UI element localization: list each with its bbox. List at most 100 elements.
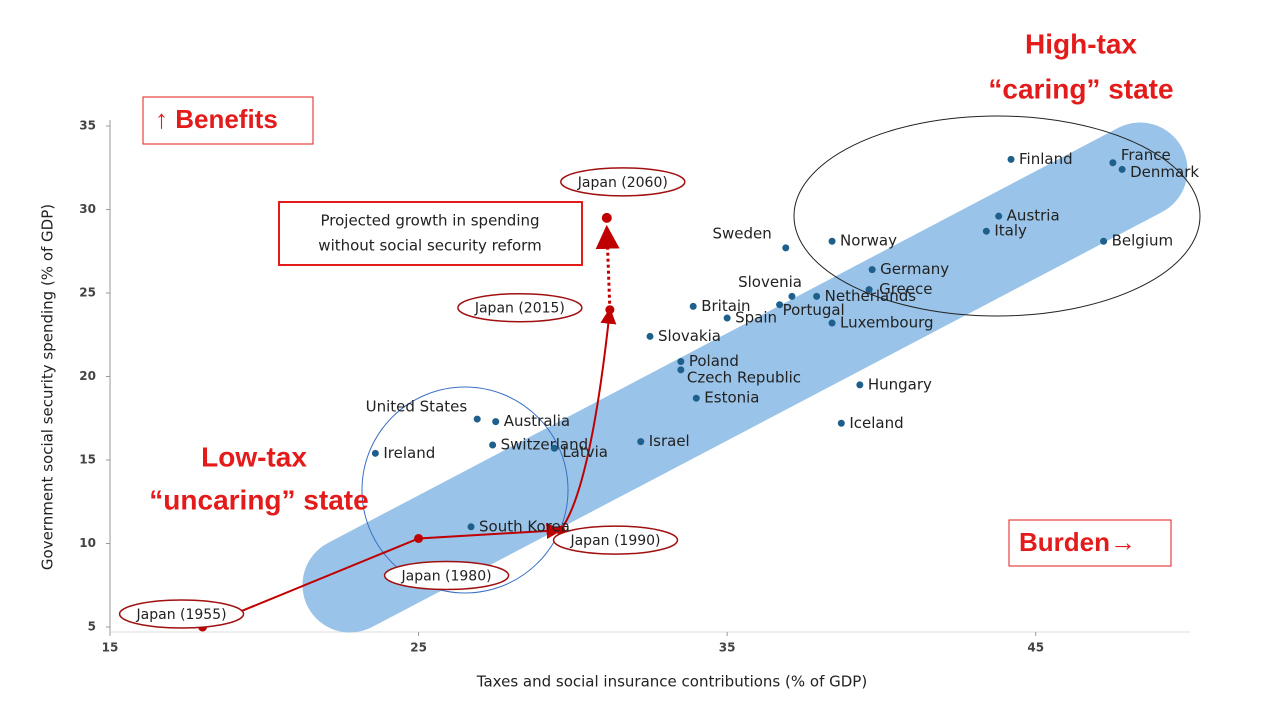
japan-label-oval — [457, 292, 583, 323]
high-tax-label: “caring” state — [988, 73, 1173, 104]
japan-label-oval — [118, 599, 245, 629]
country-point — [371, 449, 379, 457]
low-tax-label: Low-tax — [201, 441, 307, 472]
high-tax-ellipse — [793, 115, 1201, 317]
japan-point — [414, 533, 424, 543]
country-point — [982, 227, 990, 235]
y-tick-label: 20 — [79, 369, 96, 383]
country-label: Sweden — [712, 224, 771, 242]
country-point — [489, 441, 497, 449]
country-label: Finland — [1019, 150, 1073, 168]
projection-note: without social security reform — [318, 237, 541, 255]
y-tick-label: 25 — [79, 286, 96, 300]
projection-box — [278, 201, 583, 266]
x-tick-label: 35 — [719, 641, 736, 655]
country-label: Spain — [735, 309, 777, 327]
y-axis-title: Government social security spending (% o… — [39, 204, 57, 570]
country-point — [1109, 159, 1117, 167]
country-label: Netherlands — [825, 287, 917, 305]
country-label: Belgium — [1112, 232, 1174, 250]
y-tick-label: 10 — [79, 536, 96, 550]
japan-label: Japan (2060) — [577, 175, 668, 191]
country-point — [550, 444, 558, 452]
country-point — [467, 523, 475, 531]
japan-label: Japan (1955) — [136, 607, 227, 623]
country-label: Iceland — [849, 414, 903, 432]
country-label: Israel — [649, 432, 690, 450]
x-tick-label: 45 — [1027, 641, 1044, 655]
country-label: Hungary — [868, 375, 932, 393]
country-label: Norway — [840, 232, 897, 250]
country-label: Australia — [504, 412, 570, 430]
country-point — [813, 292, 821, 300]
country-point — [1007, 155, 1015, 163]
country-point — [995, 212, 1003, 220]
country-point — [723, 314, 731, 322]
country-point — [782, 244, 790, 252]
country-point — [692, 394, 700, 402]
country-point — [868, 266, 876, 274]
japan-label: Japan (1980) — [401, 568, 492, 584]
country-point — [1100, 237, 1108, 245]
japan-point — [605, 305, 615, 315]
country-label: France — [1121, 146, 1171, 164]
trend-band — [302, 122, 1188, 633]
country-point — [828, 237, 836, 245]
country-point — [646, 332, 654, 340]
country-label: Italy — [994, 222, 1027, 240]
country-label: Poland — [689, 352, 739, 370]
country-label: Estonia — [704, 389, 759, 407]
country-point — [1118, 165, 1126, 173]
country-point — [788, 292, 796, 300]
country-label: Luxembourg — [840, 314, 934, 332]
country-label: Slovakia — [658, 327, 721, 345]
japan-point — [601, 212, 612, 223]
low-tax-label: “uncaring” state — [149, 484, 368, 515]
country-label: Latvia — [562, 443, 608, 461]
country-point — [677, 357, 685, 365]
japan-path — [559, 307, 617, 531]
country-label: Germany — [880, 260, 949, 278]
y-tick-label: 30 — [79, 202, 96, 216]
country-point — [856, 381, 864, 389]
low-tax-circle — [361, 386, 569, 594]
country-label: Denmark — [1130, 163, 1199, 181]
japan-label: Japan (1990) — [569, 533, 660, 549]
country-point — [492, 418, 500, 426]
country-label: Portugal — [783, 301, 845, 319]
japan-projection — [595, 224, 620, 310]
japan-label-oval — [383, 560, 510, 591]
country-label: Greece — [879, 280, 932, 298]
high-tax-label: High-tax — [1025, 28, 1137, 59]
x-tick-label: 15 — [102, 641, 119, 655]
country-label: Slovenia — [738, 273, 802, 291]
country-point — [837, 419, 845, 427]
country-label: Austria — [1007, 207, 1060, 225]
country-point — [828, 319, 836, 327]
japan-label: Japan (2015) — [474, 301, 565, 317]
y-tick-label: 15 — [79, 453, 96, 467]
y-tick-label: 35 — [79, 119, 96, 133]
country-point — [865, 286, 873, 294]
country-label: Ireland — [383, 444, 435, 462]
burden-label: Burden→ — [1019, 527, 1136, 557]
country-point — [689, 302, 697, 310]
x-tick-label: 25 — [410, 641, 427, 655]
country-label: Switzerland — [501, 435, 588, 453]
benefits-box — [142, 96, 314, 145]
benefits-label: ↑ Benefits — [155, 104, 278, 134]
japan-label-oval — [560, 167, 686, 197]
japan-label-oval — [552, 525, 679, 555]
country-label: Czech Republic — [687, 368, 801, 386]
y-tick-label: 5 — [88, 620, 96, 634]
country-point — [637, 438, 645, 446]
country-label: Britain — [701, 297, 750, 315]
country-point — [677, 366, 685, 374]
x-axis-title: Taxes and social insurance contributions… — [476, 673, 867, 691]
country-label: United States — [366, 398, 468, 416]
country-label: South Korea — [479, 517, 570, 535]
country-point — [473, 415, 481, 423]
projection-note: Projected growth in spending — [320, 212, 539, 230]
country-point — [776, 301, 784, 309]
